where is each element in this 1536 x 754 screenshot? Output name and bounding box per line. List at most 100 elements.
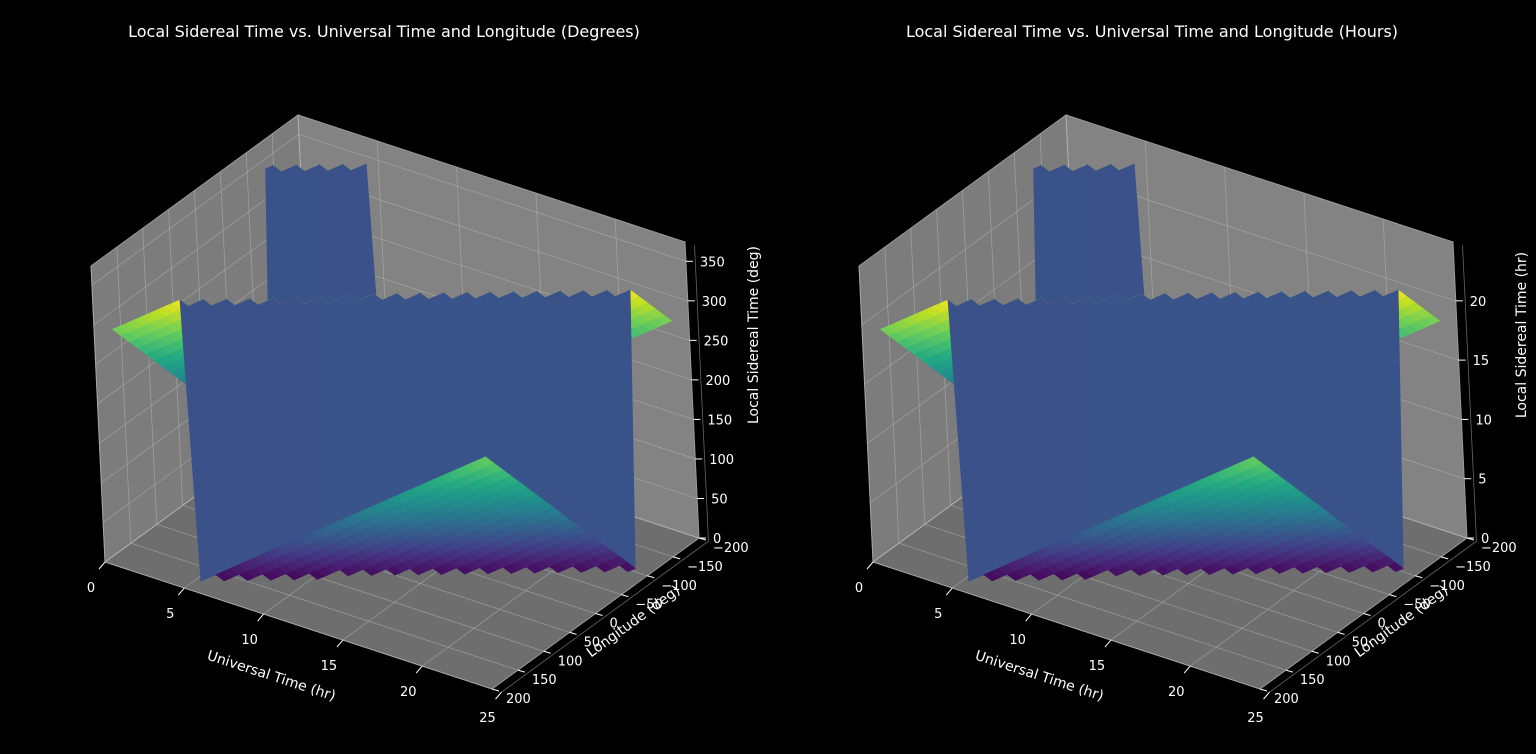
- x-tick: [495, 691, 502, 700]
- y-tick-label: 150: [1300, 673, 1325, 688]
- y-tick: [569, 631, 577, 635]
- y-tick: [1311, 650, 1319, 654]
- x-tick: [415, 665, 423, 674]
- y-tick-label: 100: [1326, 654, 1351, 669]
- z-axis-label: Local Sidereal Time (hr): [1514, 252, 1530, 418]
- grid-line: [104, 561, 493, 690]
- x-tick: [1104, 639, 1112, 648]
- y-tick-label: 100: [558, 654, 583, 669]
- x-tick: [1263, 691, 1270, 700]
- grid-line: [91, 133, 300, 286]
- x-tick-label: 25: [1247, 711, 1264, 726]
- y-tick-label: 0: [1378, 617, 1386, 632]
- y-tick-label: −200: [1481, 541, 1517, 556]
- z-tick-label: 0: [1481, 532, 1489, 547]
- x-tick-label: 10: [241, 633, 258, 648]
- y-tick-label: 150: [532, 673, 557, 688]
- y-tick: [1285, 669, 1294, 673]
- y-tick: [1389, 594, 1397, 598]
- x-tick: [257, 613, 264, 622]
- x-tick-label: 0: [855, 581, 863, 596]
- x-tick-label: 5: [934, 607, 942, 622]
- surface-plot-svg: 0510152025−200−150−100−50050100150200050…: [87, 114, 762, 726]
- y-tick-label: −100: [661, 579, 697, 594]
- y-tick: [1440, 556, 1449, 560]
- y-tick-label: −50: [635, 598, 662, 613]
- grid-line: [90, 265, 106, 563]
- x-axis-label: Universal Time (hr): [205, 648, 338, 705]
- y-tick-label: −50: [1403, 598, 1430, 613]
- surface-patch: [477, 456, 495, 467]
- z-tick-label: 15: [1473, 354, 1490, 369]
- x-tick-label: 15: [321, 659, 338, 674]
- grid-line: [1269, 540, 1477, 693]
- x-tick: [945, 587, 953, 596]
- z-axis-label: Local Sidereal Time (deg): [746, 246, 762, 424]
- x-tick-label: 0: [87, 581, 95, 596]
- y-tick: [543, 650, 551, 654]
- surface: [111, 163, 673, 582]
- grid-line: [116, 247, 132, 544]
- y-tick: [672, 556, 681, 560]
- grid-line: [910, 228, 926, 525]
- x-tick-label: 20: [400, 685, 417, 700]
- y-tick: [647, 575, 655, 579]
- x-tick-label: 20: [1168, 685, 1185, 700]
- z-tick-label: 0: [713, 532, 721, 547]
- x-axis-label: Universal Time (hr): [973, 648, 1106, 705]
- z-tick-label: 300: [702, 295, 727, 310]
- chart-panel-degrees: Local Sidereal Time vs. Universal Time a…: [87, 22, 762, 726]
- z-tick-label: 150: [707, 413, 732, 428]
- y-tick: [1415, 575, 1423, 579]
- x-tick-label: 15: [1089, 659, 1106, 674]
- grid-line: [298, 133, 687, 262]
- y-tick-label: 200: [506, 692, 531, 707]
- y-tick-label: 200: [1274, 692, 1299, 707]
- grid-line: [872, 561, 1261, 690]
- grid-line: [694, 245, 709, 542]
- y-tick-label: −100: [1429, 579, 1465, 594]
- chart-title: Local Sidereal Time vs. Universal Time a…: [128, 22, 640, 41]
- y-tick-label: 0: [610, 617, 618, 632]
- grid-line: [130, 542, 518, 671]
- grid-line: [858, 265, 874, 563]
- y-tick: [1259, 688, 1268, 692]
- grid-line: [1462, 245, 1477, 542]
- grid-line: [884, 247, 900, 544]
- x-tick: [98, 561, 106, 570]
- y-tick-label: 50: [1352, 635, 1369, 650]
- y-tick: [517, 669, 526, 673]
- y-tick: [621, 594, 629, 598]
- y-tick-label: −200: [713, 541, 749, 556]
- y-tick: [595, 613, 603, 616]
- x-tick: [866, 561, 874, 570]
- grid-line: [501, 540, 709, 693]
- x-tick: [336, 639, 344, 648]
- y-tick-label: −150: [687, 560, 723, 575]
- x-tick: [177, 587, 185, 596]
- z-tick-label: 50: [711, 492, 728, 507]
- y-tick: [491, 688, 500, 692]
- x-tick-label: 10: [1009, 633, 1026, 648]
- x-tick: [1025, 613, 1032, 622]
- surface: [879, 163, 1441, 582]
- z-tick-label: 20: [1470, 295, 1487, 310]
- grid-line: [142, 228, 158, 525]
- z-tick-label: 350: [700, 255, 725, 270]
- y-tick: [1363, 613, 1371, 616]
- chart-title: Local Sidereal Time vs. Universal Time a…: [905, 22, 1399, 41]
- surface-patch: [1245, 456, 1263, 467]
- grid-line: [898, 542, 1286, 671]
- x-tick-label: 25: [479, 711, 496, 726]
- z-tick-label: 100: [709, 453, 734, 468]
- y-tick-label: 50: [584, 635, 601, 650]
- z-tick-label: 10: [1475, 413, 1492, 428]
- z-tick-label: 250: [704, 334, 729, 349]
- plot-root: 0510152025−200−150−100−50050100150200050…: [87, 114, 762, 726]
- chart-panel-hours: Local Sidereal Time vs. Universal Time a…: [768, 0, 1536, 754]
- x-tick: [1183, 665, 1191, 674]
- x-tick-label: 5: [166, 607, 174, 622]
- y-tick-label: −150: [1455, 560, 1491, 575]
